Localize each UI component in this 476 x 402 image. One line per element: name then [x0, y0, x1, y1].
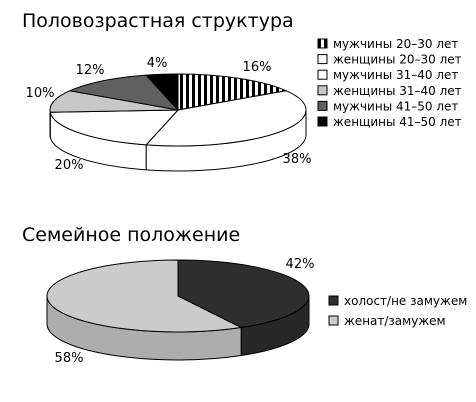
legend-swatch	[328, 295, 339, 306]
data-label: 10%	[26, 86, 55, 101]
data-label: 38%	[283, 152, 312, 167]
data-label: 58%	[55, 351, 84, 366]
legend-label: женщины 31–40 лет	[333, 84, 462, 98]
pie-chart-1: 16% 38% 20% 10% 12% 4% мужчины 20–30 лет женщин…	[26, 37, 462, 173]
legend-label: холост/не замужем	[344, 294, 467, 308]
legend-label: мужчины 41–50 лет	[333, 99, 458, 113]
chart-title: Половозрастная структура	[22, 10, 294, 32]
data-label: 16%	[243, 60, 272, 75]
pie-slice	[145, 73, 179, 111]
legend-label: женат/замужем	[344, 314, 446, 328]
pie-slice	[49, 90, 179, 113]
legend-label: женщины 41–50 лет	[333, 115, 462, 129]
pie-slice	[177, 73, 287, 111]
chart-title: Семейное положение	[22, 224, 240, 246]
data-label: 12%	[76, 63, 105, 78]
data-label: 42%	[286, 257, 315, 272]
pie-slice	[177, 259, 310, 329]
pie-slice	[49, 109, 179, 146]
data-label: 20%	[55, 158, 84, 173]
legend-swatch	[317, 100, 328, 111]
legend-label: женщины 20–30 лет	[333, 53, 462, 67]
pie-slice	[69, 74, 179, 111]
legend-label: мужчины 20–30 лет	[333, 37, 458, 51]
legend-swatch	[317, 116, 328, 127]
data-label: 4%	[147, 56, 168, 71]
legend-swatch	[317, 38, 328, 49]
legend-swatch	[317, 69, 328, 80]
legend-swatch	[317, 85, 328, 96]
legend-label: мужчины 31–40 лет	[333, 68, 458, 82]
pie-chart-2: 42% 58% холост/не замужем женат/замужем	[46, 257, 467, 366]
pie-slice	[145, 90, 307, 147]
legend-swatch	[317, 54, 328, 65]
pie-slice	[46, 259, 242, 333]
legend-swatch	[328, 315, 339, 326]
